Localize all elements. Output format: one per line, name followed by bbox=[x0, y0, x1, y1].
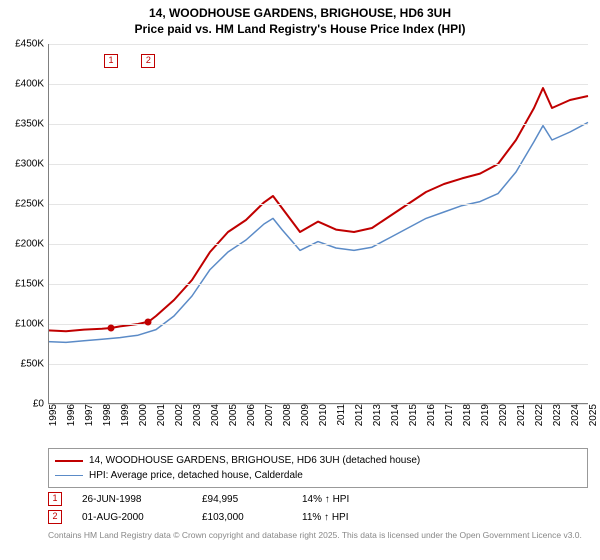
legend-swatch bbox=[55, 475, 83, 477]
legend-label: HPI: Average price, detached house, Cald… bbox=[89, 468, 303, 483]
gridline bbox=[48, 44, 588, 45]
x-tick-label: 2022 bbox=[530, 404, 545, 426]
sale-row: 1 26-JUN-1998 £94,995 14% ↑ HPI bbox=[48, 490, 588, 508]
legend: 14, WOODHOUSE GARDENS, BRIGHOUSE, HD6 3U… bbox=[48, 448, 588, 488]
x-tick-label: 2005 bbox=[224, 404, 239, 426]
x-tick-label: 2003 bbox=[188, 404, 203, 426]
x-tick-label: 1997 bbox=[80, 404, 95, 426]
sale-delta: 14% ↑ HPI bbox=[302, 494, 349, 505]
x-tick-label: 2015 bbox=[404, 404, 419, 426]
sale-marker-1: 1 bbox=[104, 54, 118, 68]
chart-svg bbox=[48, 44, 588, 404]
title-line-1: 14, WOODHOUSE GARDENS, BRIGHOUSE, HD6 3U… bbox=[0, 6, 600, 22]
x-tick-label: 2007 bbox=[260, 404, 275, 426]
gridline bbox=[48, 324, 588, 325]
sale-dot bbox=[108, 325, 115, 332]
x-tick-label: 2017 bbox=[440, 404, 455, 426]
x-tick-label: 2000 bbox=[134, 404, 149, 426]
x-tick-label: 1996 bbox=[62, 404, 77, 426]
sale-dot bbox=[145, 318, 152, 325]
gridline bbox=[48, 364, 588, 365]
sale-row-marker: 2 bbox=[48, 510, 62, 524]
x-tick-label: 2024 bbox=[566, 404, 581, 426]
series-line bbox=[48, 122, 588, 342]
x-tick-label: 2021 bbox=[512, 404, 527, 426]
title-line-2: Price paid vs. HM Land Registry's House … bbox=[0, 22, 600, 38]
x-tick-label: 1998 bbox=[98, 404, 113, 426]
sale-row-marker: 1 bbox=[48, 492, 62, 506]
y-tick-label: £350K bbox=[15, 119, 48, 130]
y-tick-label: £50K bbox=[21, 359, 48, 370]
y-tick-label: £150K bbox=[15, 279, 48, 290]
y-tick-label: £100K bbox=[15, 319, 48, 330]
sale-date: 01-AUG-2000 bbox=[82, 512, 182, 523]
y-tick-label: £300K bbox=[15, 159, 48, 170]
x-tick-label: 2010 bbox=[314, 404, 329, 426]
sales-table: 1 26-JUN-1998 £94,995 14% ↑ HPI 2 01-AUG-2000… bbox=[48, 490, 588, 526]
x-tick-label: 2006 bbox=[242, 404, 257, 426]
legend-label: 14, WOODHOUSE GARDENS, BRIGHOUSE, HD6 3U… bbox=[89, 453, 420, 468]
sale-price: £103,000 bbox=[202, 512, 282, 523]
x-tick-label: 2023 bbox=[548, 404, 563, 426]
legend-item: 14, WOODHOUSE GARDENS, BRIGHOUSE, HD6 3U… bbox=[55, 453, 581, 468]
plot-area: £0£50K£100K£150K£200K£250K£300K£350K£400… bbox=[48, 44, 588, 404]
y-tick-label: £250K bbox=[15, 199, 48, 210]
x-tick-label: 2019 bbox=[476, 404, 491, 426]
legend-swatch bbox=[55, 460, 83, 462]
x-tick-label: 2002 bbox=[170, 404, 185, 426]
gridline bbox=[48, 204, 588, 205]
gridline bbox=[48, 164, 588, 165]
gridline bbox=[48, 124, 588, 125]
sale-marker-2: 2 bbox=[141, 54, 155, 68]
y-tick-label: £200K bbox=[15, 239, 48, 250]
x-tick-label: 2001 bbox=[152, 404, 167, 426]
legend-item: HPI: Average price, detached house, Cald… bbox=[55, 468, 581, 483]
x-tick-label: 2011 bbox=[332, 404, 347, 426]
x-tick-label: 2020 bbox=[494, 404, 509, 426]
footer-note: Contains HM Land Registry data © Crown c… bbox=[48, 530, 588, 540]
x-tick-label: 2014 bbox=[386, 404, 401, 426]
x-tick-label: 2008 bbox=[278, 404, 293, 426]
x-tick-label: 2018 bbox=[458, 404, 473, 426]
x-tick-label: 2016 bbox=[422, 404, 437, 426]
sale-date: 26-JUN-1998 bbox=[82, 494, 182, 505]
gridline bbox=[48, 84, 588, 85]
chart-title: 14, WOODHOUSE GARDENS, BRIGHOUSE, HD6 3U… bbox=[0, 0, 600, 37]
x-axis bbox=[48, 403, 588, 404]
x-tick-label: 1999 bbox=[116, 404, 131, 426]
y-tick-label: £400K bbox=[15, 79, 48, 90]
sale-price: £94,995 bbox=[202, 494, 282, 505]
x-tick-label: 2009 bbox=[296, 404, 311, 426]
chart-container: 14, WOODHOUSE GARDENS, BRIGHOUSE, HD6 3U… bbox=[0, 0, 600, 560]
y-axis bbox=[48, 44, 49, 404]
gridline bbox=[48, 244, 588, 245]
x-tick-label: 2013 bbox=[368, 404, 383, 426]
x-tick-label: 2004 bbox=[206, 404, 221, 426]
x-tick-label: 1995 bbox=[44, 404, 59, 426]
y-tick-label: £450K bbox=[15, 39, 48, 50]
sale-row: 2 01-AUG-2000 £103,000 11% ↑ HPI bbox=[48, 508, 588, 526]
x-tick-label: 2025 bbox=[584, 404, 599, 426]
gridline bbox=[48, 284, 588, 285]
x-tick-label: 2012 bbox=[350, 404, 365, 426]
sale-delta: 11% ↑ HPI bbox=[302, 512, 349, 523]
